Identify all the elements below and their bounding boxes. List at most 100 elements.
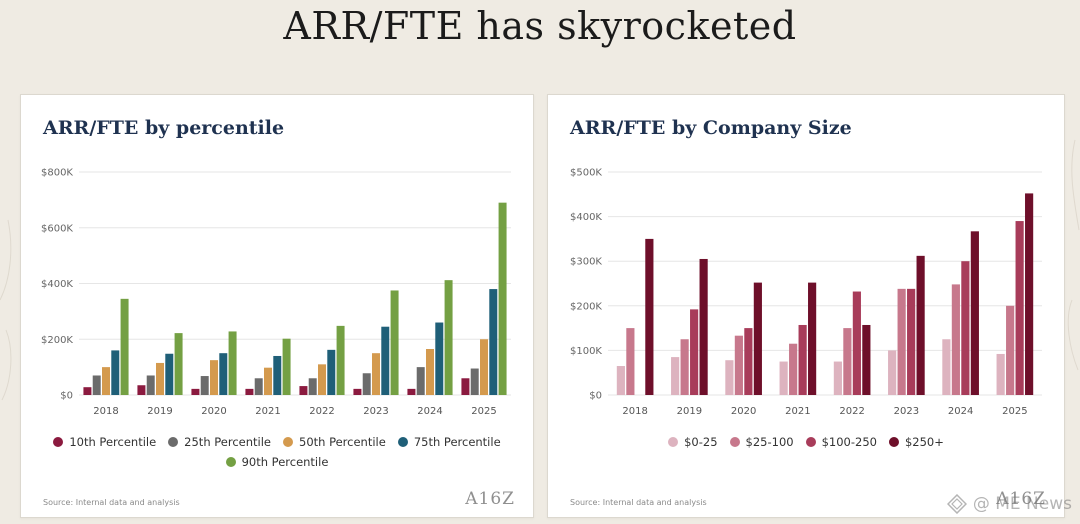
percentile-chart-source: Source: Internal data and analysis xyxy=(43,498,180,507)
bar-75th-percentile-2022 xyxy=(327,349,336,395)
legend-label: $25-100 xyxy=(745,435,794,449)
bar-25th-percentile-2022 xyxy=(308,378,317,395)
x-tick-label: 2022 xyxy=(309,406,334,417)
percentile-chart-legend: 10th Percentile 25th Percentile 50th Perce… xyxy=(41,435,513,469)
bar-50th-percentile-2024 xyxy=(426,349,434,395)
bar-10th-percentile-2024 xyxy=(407,388,416,395)
bar-50th-percentile-2019 xyxy=(156,362,164,395)
bar-250-2018 xyxy=(645,238,654,395)
bar-0-25-2018 xyxy=(616,366,625,395)
bar-25-100-2022 xyxy=(843,328,852,395)
a16z-logo: A16Z xyxy=(465,489,515,509)
legend-swatch xyxy=(805,437,816,447)
x-tick-label: 2025 xyxy=(471,406,496,417)
bar-25-100-2021 xyxy=(789,343,798,395)
bar-100-250-2024 xyxy=(961,261,970,395)
bar-90th-percentile-2023 xyxy=(390,290,399,395)
bar-25th-percentile-2021 xyxy=(254,378,263,395)
x-tick-label: 2023 xyxy=(894,406,919,417)
x-tick-label: 2024 xyxy=(948,406,973,417)
x-tick-label: 2020 xyxy=(201,406,226,417)
x-tick-label: 2022 xyxy=(839,406,864,417)
company-size-chart-legend: $0-25 $25-100 $100-250 $250+ xyxy=(568,435,1044,449)
percentile-chart-title: ARR/FTE by percentile xyxy=(43,117,285,139)
x-tick-label: 2021 xyxy=(785,406,810,417)
x-tick-label: 2024 xyxy=(417,406,442,417)
bar-75th-percentile-2020 xyxy=(219,353,228,395)
bar-25th-percentile-2025 xyxy=(470,368,479,395)
bar-10th-percentile-2018 xyxy=(83,387,92,395)
page-title: ARR/FTE has skyrocketed xyxy=(283,4,797,48)
legend-label: 10th Percentile xyxy=(69,435,157,449)
bar-75th-percentile-2018 xyxy=(111,350,120,395)
y-tick-label: $200K xyxy=(41,335,73,346)
bar-90th-percentile-2024 xyxy=(444,280,453,395)
legend-item: 10th Percentile xyxy=(53,435,156,449)
watermark-text: @ ME News xyxy=(972,494,1072,514)
bar-100-250-2023 xyxy=(907,288,916,395)
bar-25-100-2020 xyxy=(734,335,743,395)
company-size-chart-card: ARR/FTE by Company Size $0 $100K $200K $300… xyxy=(547,94,1065,518)
bar-0-25-2019 xyxy=(671,357,680,395)
y-tick-label: $200K xyxy=(570,301,602,312)
bar-90th-percentile-2019 xyxy=(174,333,183,395)
company-size-chart-title: ARR/FTE by Company Size xyxy=(570,117,852,139)
legend-label: 25th Percentile xyxy=(184,435,271,449)
x-tick-label: 2020 xyxy=(731,406,756,417)
bar-250-2023 xyxy=(916,255,925,395)
bar-0-25-2024 xyxy=(942,339,951,395)
bar-50th-percentile-2025 xyxy=(480,339,488,395)
bar-25th-percentile-2023 xyxy=(362,373,371,395)
y-tick-label: $500K xyxy=(570,168,602,179)
legend-item: 75th Percentile xyxy=(397,435,501,449)
a16z-logo: A16Z xyxy=(996,489,1046,509)
bar-90th-percentile-2025 xyxy=(498,202,507,395)
x-tick-label: 2023 xyxy=(363,406,388,417)
legend-swatch xyxy=(888,437,899,447)
bar-25th-percentile-2019 xyxy=(146,375,155,395)
company-size-bar-chart: $0 $100K $200K $300K $400K $500K 2018 2019 2020 2… xyxy=(570,168,1042,417)
y-tick-label: $0 xyxy=(60,391,73,402)
y-tick-label: $800K xyxy=(41,168,73,179)
x-tick-label: 2019 xyxy=(147,406,172,417)
bar-100-250-2025 xyxy=(1015,221,1024,395)
y-tick-label: $300K xyxy=(570,257,602,268)
bar-25th-percentile-2018 xyxy=(92,375,101,395)
legend-swatch xyxy=(225,457,236,467)
bar-25-100-2018 xyxy=(626,328,635,395)
legend-swatch xyxy=(53,437,64,447)
legend-swatch xyxy=(168,437,179,447)
bar-25-100-2019 xyxy=(680,339,689,395)
watermark-diamond-icon xyxy=(946,494,967,514)
y-tick-label: $100K xyxy=(570,346,602,357)
bar-75th-percentile-2019 xyxy=(165,353,174,395)
y-tick-label: $600K xyxy=(41,223,73,234)
legend-label: $0-25 xyxy=(684,435,718,449)
legend-item: $0-25 xyxy=(668,435,718,449)
legend-item: 25th Percentile xyxy=(168,435,271,449)
x-tick-label: 2021 xyxy=(255,406,280,417)
legend-label: 75th Percentile xyxy=(413,435,501,449)
bar-250-2022 xyxy=(862,324,871,395)
legend-label: $250+ xyxy=(904,435,944,449)
bar-75th-percentile-2025 xyxy=(489,289,498,395)
legend-swatch xyxy=(729,437,740,447)
bar-75th-percentile-2023 xyxy=(381,326,390,395)
watermark: @ ME News xyxy=(946,494,1072,514)
legend-item: $100-250 xyxy=(805,435,877,449)
legend-label: 90th Percentile xyxy=(241,455,329,469)
legend-label: 50th Percentile xyxy=(299,435,386,449)
percentile-chart-card: ARR/FTE by percentile $0 $200K $400K $600K $… xyxy=(20,94,534,518)
legend-item: 50th Percentile xyxy=(283,435,386,449)
bar-25-100-2023 xyxy=(897,288,906,395)
bar-50th-percentile-2023 xyxy=(372,353,380,395)
bar-10th-percentile-2020 xyxy=(191,388,200,395)
bar-0-25-2022 xyxy=(833,361,842,395)
bar-50th-percentile-2022 xyxy=(318,364,326,395)
bar-50th-percentile-2020 xyxy=(210,360,218,395)
bar-10th-percentile-2022 xyxy=(299,386,308,395)
x-tick-label: 2018 xyxy=(622,406,647,417)
legend-swatch xyxy=(283,437,293,447)
bar-25th-percentile-2020 xyxy=(200,376,209,395)
bar-90th-percentile-2022 xyxy=(336,325,345,395)
